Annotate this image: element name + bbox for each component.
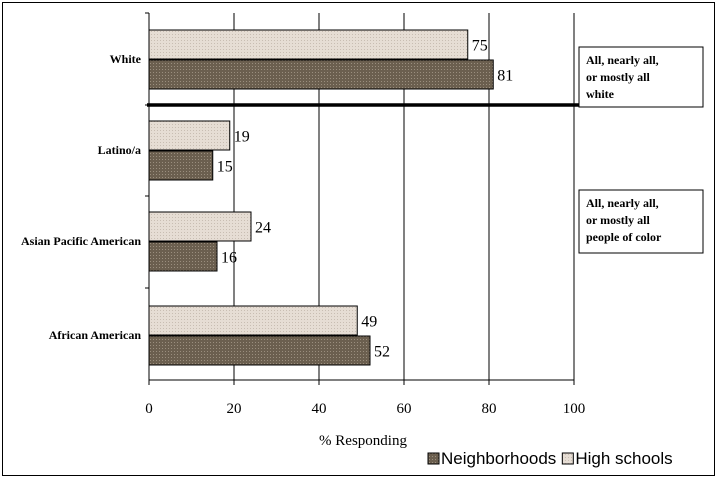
legend-swatch: [561, 452, 574, 465]
value-label: 19: [234, 129, 250, 146]
x-tick-label: 100: [563, 401, 586, 417]
x-tick-label: 20: [227, 401, 242, 417]
annotation-box: [578, 189, 704, 254]
category-label: Latino/a: [98, 143, 141, 157]
annotation-line: or mostly all: [586, 213, 650, 227]
legend: Neighborhoods High schools: [427, 449, 673, 468]
x-axis-title: % Responding: [319, 433, 407, 449]
category-label: African American: [49, 328, 142, 342]
legend-swatch: [427, 452, 440, 465]
annotation-line: All, nearly all,: [586, 53, 659, 67]
annotations: All, nearly all, or mostly all white All, n…: [578, 46, 704, 254]
value-label: 15: [217, 159, 233, 176]
value-label: 24: [255, 220, 271, 237]
bar-high-schools-2: [148, 211, 252, 242]
bar-chart: White Latino/a Asian Pacific American Afric…: [21, 12, 704, 468]
value-label: 75: [472, 38, 488, 55]
bar-neighborhoods-1: [148, 150, 214, 181]
category-labels: White Latino/a Asian Pacific American Afric…: [21, 52, 142, 342]
bar-neighborhoods-2: [148, 241, 218, 272]
category-label: White: [110, 52, 142, 66]
bar-high-schools-1: [148, 120, 231, 151]
value-label: 52: [374, 344, 390, 361]
bar-neighborhoods-3: [148, 335, 371, 366]
axes: [145, 12, 579, 385]
value-label: 81: [497, 68, 513, 85]
value-label: 16: [221, 250, 237, 267]
chart-frame: White Latino/a Asian Pacific American Afric…: [2, 2, 715, 476]
x-tick-label: 0: [145, 401, 153, 417]
category-label: Asian Pacific American: [21, 234, 141, 248]
bar-high-schools-3: [148, 305, 358, 336]
value-label: 49: [361, 314, 377, 331]
x-tick-label: 60: [397, 401, 412, 417]
bar-high-schools-0: [148, 29, 469, 60]
annotation-line: people of color: [586, 230, 662, 244]
annotation-line: All, nearly all,: [586, 196, 659, 210]
annotation-line: white: [586, 87, 615, 101]
legend-label: Neighborhoods: [441, 449, 556, 468]
bar-neighborhoods-0: [148, 59, 494, 90]
legend-label: High schools: [575, 449, 672, 468]
x-tick-labels: 0 20 40 60 80 100: [145, 401, 585, 417]
x-tick-label: 40: [312, 401, 327, 417]
annotation-box: [578, 46, 704, 108]
annotation-line: or mostly all: [586, 70, 650, 84]
bars: [148, 29, 494, 366]
x-tick-label: 80: [482, 401, 497, 417]
